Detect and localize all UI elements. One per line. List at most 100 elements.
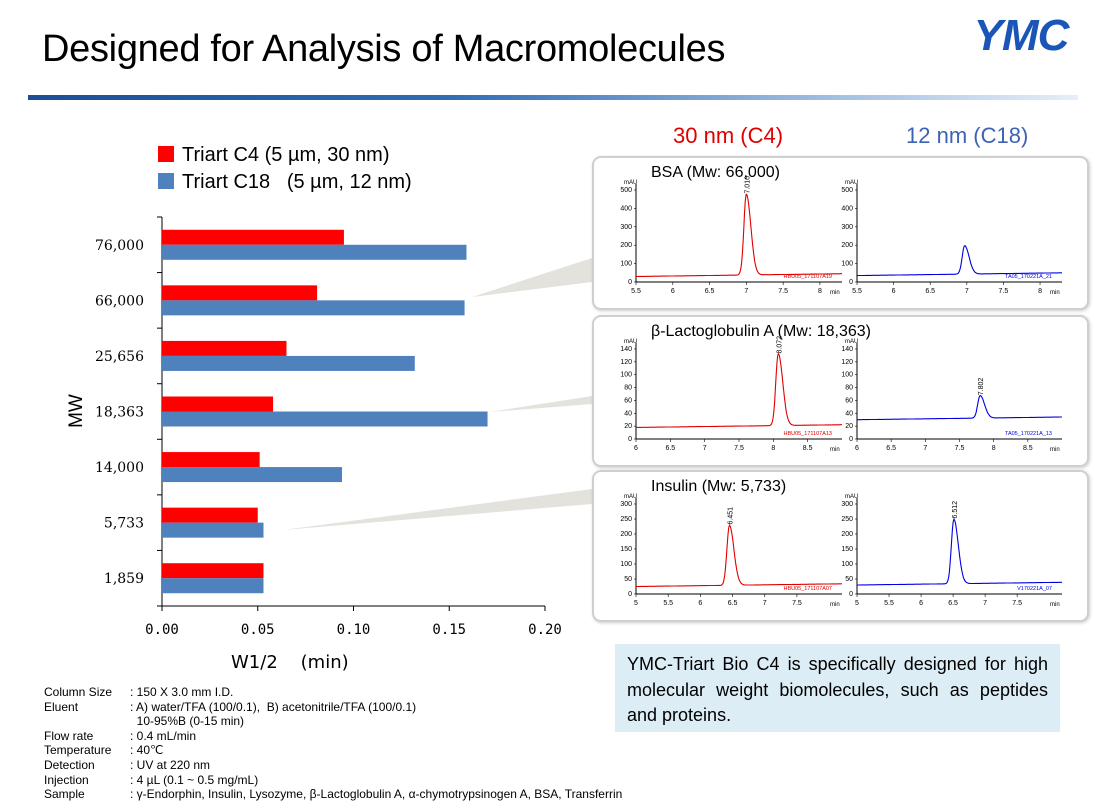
- x-tick-label: 0.05: [241, 622, 275, 638]
- chrom-y-tick-label: 200: [620, 242, 632, 249]
- bar-c4: [162, 452, 260, 468]
- panel-title-bsa: BSA (Mw: 66,000): [651, 164, 780, 181]
- column-header-c18: 12 nm (C18): [906, 123, 1029, 148]
- condition-row: Detection: UV at 220 nm: [44, 757, 211, 772]
- chrom-x-tick-label: 5.5: [852, 288, 862, 295]
- chrom-x-tick-label: 5.5: [631, 288, 641, 295]
- chrom-x-tick-label: 7.5: [778, 288, 788, 295]
- chrom-x-tick-label: 6.5: [948, 600, 958, 607]
- condition-row: Injection: 4 µL (0.1 ~ 0.5 mg/mL): [44, 772, 259, 787]
- chrom-x-tick-label: 6: [671, 288, 675, 295]
- chrom-y-tick-label: 150: [620, 546, 632, 553]
- chrom-y-tick-label: 300: [841, 224, 853, 231]
- bar-c18: [162, 522, 264, 538]
- condition-row: 10-95%B (0-15 min): [130, 714, 245, 729]
- chrom-y-tick-label: 100: [841, 372, 853, 379]
- bar-c18: [162, 244, 467, 260]
- chrom-file-label: HBU05_171107A19: [783, 274, 832, 280]
- chromatogram: mAU 0 50 100 150 200 250 300 5 5.5 6 6.5 7 7.5 min 6.51…: [841, 494, 1062, 608]
- chrom-y-tick-label: 50: [845, 576, 853, 583]
- chrom-y-tick-label: 60: [624, 397, 632, 404]
- chrom-y-tick-label: 400: [841, 205, 853, 212]
- chrom-y-tick-label: 500: [841, 187, 853, 194]
- bar-c4: [162, 396, 274, 412]
- y-tick-label: 1,859: [104, 571, 144, 587]
- chrom-trace: [636, 524, 842, 588]
- chrom-file-label: HBU05_171107A13: [783, 431, 832, 437]
- y-tick-label: 66,000: [95, 293, 144, 309]
- chrom-y-tick-label: 40: [624, 410, 632, 417]
- x-tick-label: 0.15: [432, 622, 466, 638]
- chrom-x-tick-label: 7: [763, 600, 767, 607]
- chrom-trace: [857, 517, 1062, 586]
- chrom-y-tick-label: 40: [845, 410, 853, 417]
- chrom-x-tick-label: 5.5: [884, 600, 894, 607]
- chrom-y-tick-label: 100: [620, 372, 632, 379]
- chrom-x-tick-label: 6.5: [665, 445, 675, 452]
- chrom-y-tick-label: 120: [841, 359, 853, 366]
- y-tick-label: 76,000: [95, 238, 144, 254]
- chrom-y-tick-label: 500: [620, 187, 632, 194]
- chrom-x-tick-label: 7.5: [734, 445, 744, 452]
- chrom-x-unit: min: [830, 290, 840, 296]
- chrom-y-unit: mAU: [845, 339, 858, 345]
- condition-row: Flow rate: 0.4 mL/min: [44, 728, 197, 743]
- conditions-table: Column Size: 150 X 3.0 mm I.D. Eluent: A…: [44, 685, 622, 802]
- chrom-y-tick-label: 100: [620, 561, 632, 568]
- chrom-trace: [636, 193, 842, 278]
- bar-c18: [162, 467, 343, 483]
- chrom-y-tick-label: 200: [841, 531, 853, 538]
- chrom-y-tick-label: 140: [620, 346, 632, 353]
- description-note: YMC-Triart Bio C4 is specifically design…: [615, 644, 1060, 732]
- chrom-peak-label: 6.451: [727, 507, 734, 525]
- ymc-logo: YMC: [974, 11, 1072, 56]
- x-tick-label: 0.20: [528, 622, 562, 638]
- chrom-x-tick-label: 8.5: [803, 445, 813, 452]
- bar-c4: [162, 563, 264, 579]
- chrom-x-tick-label: 6: [855, 445, 859, 452]
- chromatogram: mAU 0 50 100 150 200 250 300 5 5.5 6 6.5 7 7.5 min 6.45…: [620, 494, 842, 608]
- chrom-y-tick-label: 0: [628, 436, 632, 443]
- legend-swatch: [158, 146, 174, 162]
- chrom-peak-label: 7.016: [744, 176, 751, 194]
- chrom-y-tick-label: 80: [845, 385, 853, 392]
- legend-swatch: [158, 173, 174, 189]
- chrom-y-tick-label: 200: [620, 531, 632, 538]
- chrom-y-tick-label: 250: [620, 516, 632, 523]
- bar-c18: [162, 411, 488, 427]
- chrom-x-unit: min: [1050, 602, 1060, 608]
- chrom-y-unit: mAU: [624, 180, 637, 186]
- chromatogram: mAU 0 20 40 60 80 100 120 140 6 6.5 7 7.5 8 8.5 min 8.07…: [620, 336, 842, 453]
- chrom-x-tick-label: 6.5: [705, 288, 715, 295]
- chrom-y-unit: mAU: [845, 494, 858, 500]
- page-title: Designed for Analysis of Macromolecules: [42, 28, 726, 70]
- column-header-c4: 30 nm (C4): [673, 123, 784, 148]
- chrom-trace: [636, 352, 842, 428]
- chrom-y-unit: mAU: [845, 180, 858, 186]
- bar-c4: [162, 507, 258, 523]
- chrom-y-tick-label: 20: [845, 423, 853, 430]
- chrom-y-tick-label: 120: [620, 359, 632, 366]
- chromatogram: mAU 0 100 200 300 400 500 5.5 6 6.5 7 7.5 8 min 7.016 H…: [620, 176, 842, 296]
- chrom-y-tick-label: 200: [841, 242, 853, 249]
- chrom-y-tick-label: 400: [620, 205, 632, 212]
- chrom-y-unit: mAU: [624, 339, 637, 345]
- chrom-x-unit: min: [1050, 290, 1060, 296]
- chrom-file-label: TA05_170221A_21: [1005, 274, 1052, 280]
- chrom-x-tick-label: 8: [1038, 288, 1042, 295]
- chrom-x-tick-label: 6: [634, 445, 638, 452]
- chrom-y-unit: mAU: [624, 494, 637, 500]
- panel-lactoglobulin: β-Lactoglobulin A (Mw: 18,363): [592, 315, 1089, 467]
- chrom-x-tick-label: 8.5: [1023, 445, 1033, 452]
- title-rule: [28, 95, 1078, 100]
- chrom-x-tick-label: 5.5: [663, 600, 673, 607]
- bar-c4: [162, 285, 318, 301]
- chrom-y-tick-label: 150: [841, 546, 853, 553]
- chrom-y-tick-label: 300: [620, 224, 632, 231]
- chrom-y-tick-label: 140: [841, 346, 853, 353]
- chrom-x-tick-label: 6: [698, 600, 702, 607]
- chrom-x-tick-label: 6: [892, 288, 896, 295]
- bar-c18: [162, 578, 264, 594]
- y-axis-label: MW: [66, 394, 87, 428]
